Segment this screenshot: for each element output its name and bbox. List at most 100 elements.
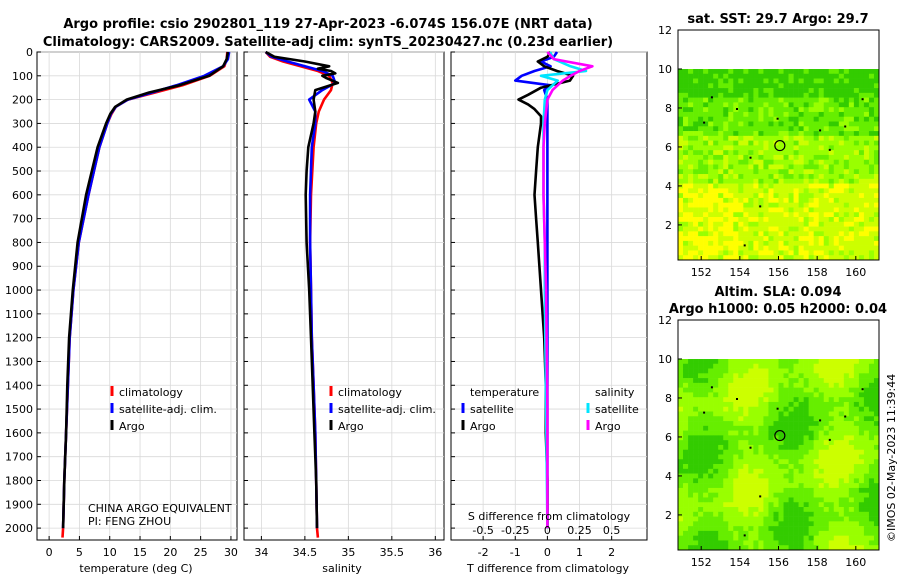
depth-tick-label: 1100 bbox=[5, 308, 33, 321]
lat-tick-label: 8 bbox=[665, 392, 672, 405]
map-cell bbox=[848, 126, 855, 132]
map-cell bbox=[748, 387, 754, 393]
map-cell bbox=[823, 154, 830, 161]
map-cell bbox=[823, 535, 830, 541]
map-cell bbox=[863, 92, 870, 98]
map-cell bbox=[748, 255, 754, 261]
map-cell bbox=[738, 193, 744, 199]
map-cell bbox=[863, 435, 870, 441]
map-cell bbox=[808, 507, 814, 513]
map-cell bbox=[718, 221, 724, 227]
map-cell bbox=[873, 131, 880, 137]
map-cell bbox=[843, 535, 850, 541]
depth-tick-label: 1500 bbox=[5, 403, 33, 416]
map-cell bbox=[683, 358, 689, 365]
map-cell bbox=[723, 378, 729, 384]
map-cell bbox=[763, 521, 769, 527]
map-cell bbox=[788, 207, 794, 213]
map-cell bbox=[678, 111, 684, 118]
map-cell bbox=[768, 440, 774, 446]
map-cell bbox=[788, 88, 794, 94]
x-tick-label: -1 bbox=[510, 546, 521, 559]
map-cell bbox=[873, 392, 880, 398]
map-cell bbox=[778, 478, 784, 484]
map-cell bbox=[813, 217, 819, 223]
map-cell bbox=[813, 111, 819, 118]
map-cell bbox=[763, 231, 769, 237]
map-cell bbox=[828, 478, 835, 484]
map-cell bbox=[788, 411, 794, 417]
map-cell bbox=[773, 511, 779, 517]
map-cell bbox=[718, 440, 724, 446]
map-cell bbox=[683, 236, 689, 242]
map-cell bbox=[858, 78, 865, 84]
map-cell bbox=[798, 440, 804, 446]
map-cell bbox=[803, 121, 809, 127]
map-cell bbox=[693, 169, 699, 175]
map-cell bbox=[833, 154, 840, 161]
map-cell bbox=[793, 78, 799, 84]
map-cell bbox=[843, 221, 850, 227]
map-cell bbox=[758, 358, 764, 365]
map-cell bbox=[748, 440, 754, 446]
map-cell bbox=[838, 245, 845, 251]
map-cell bbox=[718, 497, 724, 503]
map-cell bbox=[823, 116, 830, 122]
map-cell bbox=[838, 473, 845, 479]
map-cell bbox=[678, 406, 684, 412]
map-cell bbox=[818, 236, 825, 242]
map-cell bbox=[773, 435, 779, 441]
map-cell bbox=[753, 511, 759, 517]
map-cell bbox=[843, 92, 850, 98]
map-cell bbox=[813, 435, 819, 441]
map-cell bbox=[863, 145, 870, 151]
map-cell bbox=[808, 435, 814, 441]
map-cell bbox=[838, 217, 845, 223]
lon-tick-label: 160 bbox=[845, 556, 866, 569]
map-cell bbox=[723, 392, 729, 398]
map-cell bbox=[708, 363, 714, 369]
map-cell bbox=[768, 231, 774, 237]
map-cell bbox=[838, 97, 845, 103]
map-cell bbox=[873, 378, 880, 384]
map-cell bbox=[788, 435, 794, 441]
map-cell bbox=[778, 502, 784, 508]
map-cell bbox=[803, 540, 809, 546]
map-cell bbox=[718, 68, 724, 75]
map-cell bbox=[683, 88, 689, 94]
map-cell bbox=[678, 107, 684, 113]
map-cell bbox=[803, 473, 809, 479]
island-dot bbox=[749, 156, 752, 159]
map-cell bbox=[678, 421, 684, 427]
map-cell bbox=[693, 526, 699, 532]
map-cell bbox=[848, 221, 855, 227]
map-cell bbox=[738, 226, 744, 232]
map-cell bbox=[733, 135, 739, 141]
map-cell bbox=[698, 411, 704, 417]
map-cell bbox=[863, 135, 870, 141]
map-cell bbox=[738, 363, 744, 369]
map-cell bbox=[728, 392, 734, 398]
map-cell bbox=[678, 516, 684, 522]
map-cell bbox=[798, 154, 804, 161]
map-cell bbox=[708, 387, 714, 393]
map-cell bbox=[713, 487, 719, 493]
map-cell bbox=[763, 111, 769, 118]
map-cell bbox=[848, 454, 855, 460]
map-cell bbox=[713, 416, 719, 422]
map-cell bbox=[718, 217, 724, 223]
map-cell bbox=[863, 88, 870, 94]
map-cell bbox=[763, 530, 769, 536]
map-cell bbox=[798, 202, 804, 208]
map-cell bbox=[678, 197, 684, 203]
map-cell bbox=[783, 487, 789, 493]
map-cell bbox=[843, 416, 850, 422]
map-cell bbox=[718, 507, 724, 513]
map-cell bbox=[768, 178, 774, 184]
map-cell bbox=[793, 382, 799, 388]
map-cell bbox=[683, 387, 689, 393]
map-cell bbox=[713, 411, 719, 417]
map-cell bbox=[843, 178, 850, 184]
map-cell bbox=[848, 483, 855, 489]
map-cell bbox=[793, 507, 799, 513]
